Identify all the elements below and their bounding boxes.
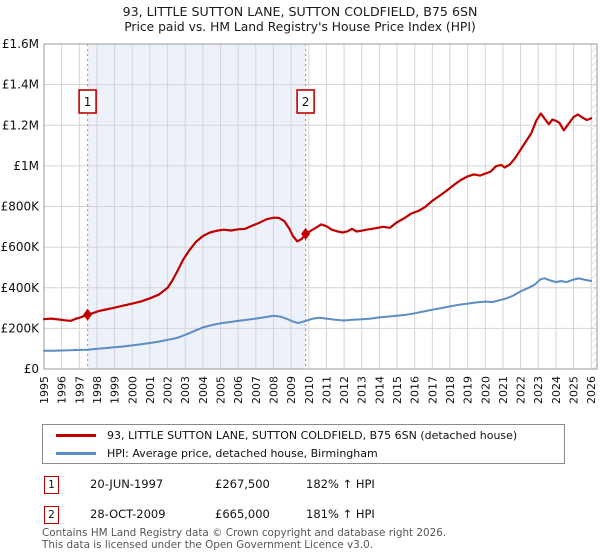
svg-text:1995: 1995 [38,376,51,404]
plot-border [43,43,598,370]
transaction-row-1: 1 20-JUN-1997 £267,500 182% ↑ HPI [0,476,600,496]
svg-text:2023: 2023 [532,376,545,404]
svg-text:1996: 1996 [56,376,69,404]
svg-text:1999: 1999 [109,376,122,404]
transaction-2-price: £665,000 [215,507,270,521]
svg-text:2011: 2011 [320,376,333,404]
svg-text:2017: 2017 [426,376,439,404]
svg-text:2018: 2018 [444,376,457,404]
svg-text:1998: 1998 [91,376,104,404]
svg-text:2001: 2001 [144,376,157,404]
price-paid-line [42,112,593,322]
svg-text:2024: 2024 [550,376,563,404]
svg-text:2: 2 [302,95,310,109]
svg-text:2007: 2007 [250,376,263,404]
svg-text:2005: 2005 [215,376,228,404]
svg-text:2022: 2022 [515,376,528,404]
page-subtitle: Price paid vs. HM Land Registry's House … [124,20,476,34]
transaction-2-number-badge: 2 [44,506,59,524]
svg-text:2020: 2020 [479,376,492,404]
copyright-line-1: Contains HM Land Registry data © Crown c… [42,527,447,539]
sale-marker-1 [83,308,93,321]
svg-text:2013: 2013 [356,376,369,404]
svg-text:2004: 2004 [197,376,210,404]
transaction-1-date: 20-JUN-1997 [90,477,164,491]
svg-text:2006: 2006 [232,376,245,404]
page-title: 93, LITTLE SUTTON LANE, SUTTON COLDFIELD… [122,4,478,19]
copyright-footer: Contains HM Land Registry data © Crown c… [42,527,582,551]
svg-text:2012: 2012 [338,376,351,404]
price-line-swatch [56,433,96,437]
sale-label-box-2 [296,89,315,114]
future-hatch-region [591,44,597,369]
legend-label-price: 93, LITTLE SUTTON LANE, SUTTON COLDFIELD… [107,428,518,442]
svg-text:2009: 2009 [285,376,298,404]
legend-item-price: 93, LITTLE SUTTON LANE, SUTTON COLDFIELD… [43,428,564,442]
svg-text:2002: 2002 [162,376,175,404]
svg-text:2025: 2025 [568,376,581,404]
svg-text:2010: 2010 [303,376,316,404]
svg-text:2003: 2003 [179,376,192,404]
copyright-line-2: This data is licensed under the Open Gov… [42,538,374,551]
sale-marker-2 [301,227,311,240]
transaction-1-vs-hpi: 182% ↑ HPI [306,477,375,491]
svg-text:£400K: £400K [1,281,41,295]
svg-text:2014: 2014 [373,376,386,404]
transaction-row-2: 2 28-OCT-2009 £665,000 181% ↑ HPI [0,506,600,526]
svg-text:£1M: £1M [13,159,39,173]
svg-text:2026: 2026 [585,376,598,404]
price-chart: 1 2 £0 £200K £400K £600K £800K £1M £1.2M £1.4M £1.… [1,37,599,404]
transaction-2-date: 28-OCT-2009 [90,507,166,521]
svg-text:£1.2M: £1.2M [2,118,39,132]
svg-text:2021: 2021 [497,376,510,404]
transaction-1-number-badge: 1 [44,476,59,494]
svg-text:2019: 2019 [462,376,475,404]
price-chart-svg: 1 2 £0 £200K £400K £600K £800K £1M £1.2M £1.4M £1.… [1,37,599,404]
svg-text:2000: 2000 [126,376,139,404]
transaction-1-price: £267,500 [215,477,270,491]
svg-text:2016: 2016 [409,376,422,404]
hpi-line-swatch [56,451,96,455]
svg-text:£600K: £600K [1,240,41,254]
svg-text:2015: 2015 [391,376,404,404]
svg-text:£1.4M: £1.4M [2,78,39,92]
svg-text:£0: £0 [24,362,39,376]
chart-legend: 93, LITTLE SUTTON LANE, SUTTON COLDFIELD… [42,424,565,464]
svg-text:2008: 2008 [267,376,280,404]
svg-text:£200K: £200K [1,321,41,335]
legend-item-hpi: HPI: Average price, detached house, Birm… [43,446,564,460]
svg-text:£1.6M: £1.6M [2,37,39,51]
transaction-2-vs-hpi: 181% ↑ HPI [306,507,375,521]
svg-text:1997: 1997 [73,376,86,404]
svg-text:1: 1 [84,95,92,109]
hpi-line [43,277,593,352]
legend-label-hpi: HPI: Average price, detached house, Birm… [107,446,378,460]
sale-label-box-1 [78,89,97,114]
svg-text:£800K: £800K [1,200,41,214]
